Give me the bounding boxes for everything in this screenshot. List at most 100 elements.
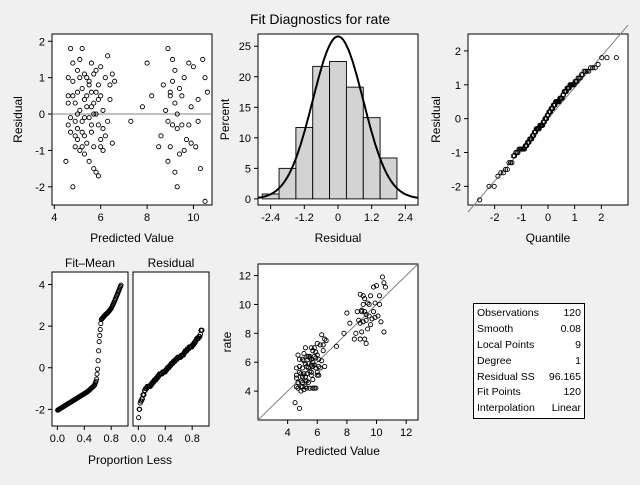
data-point bbox=[319, 332, 325, 338]
y-tick-label: 2 bbox=[39, 321, 45, 333]
residual-qq-plot: -2 -1 0 1 2 -2 -1 0 1 2 Quantile Residual bbox=[429, 24, 629, 245]
data-point bbox=[486, 183, 492, 189]
data-point bbox=[307, 355, 313, 361]
x-tick-label: 1 bbox=[572, 212, 578, 224]
data-point bbox=[372, 300, 378, 306]
stat-row: Degree 1 bbox=[477, 354, 581, 370]
data-point bbox=[299, 365, 305, 371]
data-point bbox=[498, 170, 504, 176]
data-point bbox=[179, 122, 185, 128]
stat-label: Interpolation bbox=[477, 402, 535, 415]
data-point bbox=[599, 55, 605, 61]
data-point bbox=[317, 365, 323, 371]
data-point bbox=[84, 93, 90, 99]
rf-spread-residual-plot: 0.0 0.4 0.8 Residual Proportion Less bbox=[88, 256, 210, 467]
x-tick-label: 4 bbox=[51, 212, 57, 224]
y-tick-label: 1 bbox=[39, 73, 45, 85]
data-point bbox=[295, 352, 301, 358]
data-point bbox=[316, 372, 322, 378]
data-point bbox=[320, 348, 326, 354]
stat-row: Residual SS 96.165 bbox=[477, 370, 581, 386]
data-point bbox=[311, 353, 317, 359]
data-point bbox=[165, 46, 171, 52]
data-point bbox=[96, 348, 102, 354]
plot-frame bbox=[132, 271, 210, 427]
data-point bbox=[96, 339, 102, 345]
data-point bbox=[95, 358, 101, 364]
data-point bbox=[582, 68, 589, 74]
residual-by-predicted-plot: 4 6 8 10 -2 -1 0 1 2 Predicted Value Residual bbox=[11, 33, 213, 245]
data-point bbox=[296, 364, 303, 370]
y-axis-label: Residual bbox=[11, 96, 25, 143]
data-point bbox=[313, 385, 319, 391]
data-point bbox=[174, 111, 180, 117]
fit-statistics-table: Observations 120 Smooth 0.08 Local Points 9… bbox=[473, 303, 585, 419]
observed-by-predicted-plot: 4 6 8 10 12 4 6 8 10 12 Predicted Value rate bbox=[220, 263, 419, 458]
data-point bbox=[174, 126, 180, 132]
data-point bbox=[359, 329, 365, 335]
data-point bbox=[495, 173, 501, 179]
y-tick-label: 2 bbox=[455, 46, 461, 58]
data-point bbox=[307, 368, 313, 374]
data-point bbox=[74, 126, 81, 132]
data-point bbox=[366, 301, 372, 307]
data-point bbox=[98, 93, 104, 99]
data-point bbox=[302, 384, 308, 390]
x-tick-label: 4 bbox=[285, 427, 291, 439]
normal-density-curve bbox=[257, 35, 419, 199]
x-tick-label: 0.8 bbox=[185, 433, 200, 445]
data-point bbox=[188, 140, 194, 146]
data-point bbox=[88, 129, 94, 135]
data-point bbox=[341, 330, 347, 336]
histogram-bar bbox=[345, 86, 364, 200]
data-point bbox=[301, 351, 307, 357]
data-point bbox=[156, 144, 162, 150]
data-point bbox=[360, 319, 366, 325]
data-point bbox=[98, 64, 104, 70]
data-point bbox=[314, 372, 320, 378]
data-point bbox=[304, 371, 310, 377]
x-tick-label: -2.4 bbox=[261, 212, 280, 224]
data-point bbox=[296, 405, 303, 411]
data-point bbox=[77, 75, 83, 81]
y-tick-label: 0 bbox=[245, 194, 251, 206]
data-point bbox=[74, 111, 81, 117]
data-point bbox=[93, 169, 99, 175]
data-point bbox=[376, 301, 383, 307]
x-tick-label: 2.4 bbox=[398, 212, 413, 224]
stat-label: Degree bbox=[477, 354, 512, 367]
data-point bbox=[313, 349, 319, 355]
data-point bbox=[93, 376, 100, 382]
data-point bbox=[95, 96, 101, 103]
y-tick-label: -2 bbox=[35, 182, 45, 194]
data-point bbox=[91, 166, 97, 172]
data-point bbox=[293, 375, 300, 381]
y-tick-label: 6 bbox=[245, 357, 251, 369]
data-point bbox=[305, 361, 311, 367]
stat-label: Observations bbox=[477, 307, 539, 319]
data-point bbox=[357, 320, 363, 326]
data-point bbox=[149, 93, 155, 99]
data-point bbox=[595, 61, 601, 68]
y-tick-label: 10 bbox=[239, 299, 251, 311]
y-tick-label: 0 bbox=[39, 109, 45, 121]
y-tick-label: 4 bbox=[245, 386, 251, 398]
data-point bbox=[94, 371, 100, 377]
stat-label: Local Points bbox=[477, 338, 535, 351]
data-point bbox=[86, 158, 92, 164]
data-point bbox=[292, 400, 298, 406]
data-point bbox=[313, 355, 319, 361]
data-point bbox=[74, 136, 81, 143]
y-tick-label: 0 bbox=[455, 114, 461, 126]
stat-value: 120 bbox=[563, 386, 581, 399]
data-point bbox=[100, 126, 106, 132]
data-point bbox=[95, 366, 101, 372]
data-point bbox=[181, 75, 187, 81]
data-point bbox=[170, 122, 176, 128]
data-point bbox=[70, 184, 76, 190]
identity-reference-line bbox=[257, 263, 419, 421]
data-point bbox=[302, 361, 308, 367]
data-point bbox=[79, 129, 85, 135]
